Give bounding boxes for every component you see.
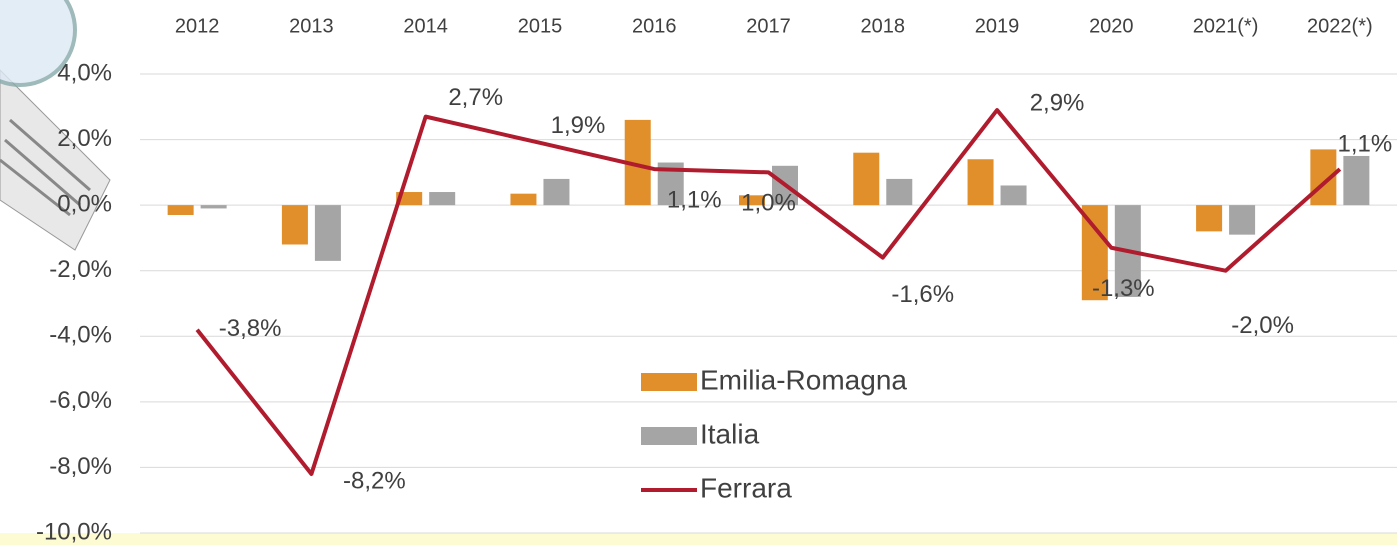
legend-swatch — [641, 373, 697, 391]
x-tick-label: 2019 — [975, 15, 1020, 37]
bar — [396, 192, 423, 206]
x-tick-label: 2013 — [289, 15, 334, 37]
x-tick-label: 2012 — [175, 15, 220, 37]
data-label: 1,9% — [551, 112, 606, 139]
x-tick-label: 2022(*) — [1307, 15, 1373, 37]
legend-label: Ferrara — [700, 472, 792, 503]
y-tick-label: 0,0% — [57, 190, 112, 217]
data-label: -1,3% — [1092, 275, 1155, 302]
bar — [1081, 205, 1108, 301]
data-label: 2,9% — [1030, 89, 1085, 116]
bar — [1000, 185, 1027, 206]
data-label: -3,8% — [219, 315, 282, 342]
bar — [886, 178, 913, 206]
bar — [429, 192, 456, 206]
data-label: 2,7% — [448, 84, 503, 111]
plot-floor — [0, 533, 1397, 545]
data-label: 1,1% — [667, 186, 722, 213]
legend-label: Emilia-Romagna — [700, 364, 907, 395]
y-tick-label: -2,0% — [49, 256, 112, 283]
bar — [1229, 205, 1256, 235]
bar — [739, 195, 765, 206]
data-label: -2,0% — [1231, 312, 1294, 339]
data-label: 1,0% — [741, 190, 796, 217]
data-label: 1,1% — [1338, 130, 1393, 157]
y-tick-label: -6,0% — [49, 387, 112, 414]
x-tick-label: 2017 — [746, 15, 791, 37]
bar — [1196, 205, 1223, 232]
legend-label: Italia — [700, 418, 760, 449]
data-label: -1,6% — [891, 281, 954, 308]
y-tick-label: -10,0% — [36, 518, 112, 545]
y-tick-label: -8,0% — [49, 453, 112, 480]
bar — [853, 152, 880, 206]
x-tick-label: 2021(*) — [1193, 15, 1259, 37]
x-tick-label: 2014 — [403, 15, 448, 37]
y-tick-label: 4,0% — [57, 59, 112, 86]
line — [195, 108, 1342, 476]
legend-swatch — [641, 427, 697, 445]
data-label: -8,2% — [343, 467, 406, 494]
bar — [543, 178, 570, 206]
x-tick-label: 2018 — [861, 15, 906, 37]
bar — [510, 193, 537, 206]
y-tick-label: -4,0% — [49, 322, 112, 349]
bar — [167, 205, 194, 215]
y-tick-label: 2,0% — [57, 125, 112, 152]
x-tick-label: 2016 — [632, 15, 677, 37]
x-tick-label: 2020 — [1089, 15, 1134, 37]
bar — [200, 205, 227, 209]
bar — [281, 205, 308, 245]
newspaper-icon — [0, 0, 111, 251]
bar — [1343, 155, 1370, 206]
x-tick-label: 2015 — [518, 15, 563, 37]
bar — [967, 159, 994, 206]
bar — [314, 205, 341, 261]
